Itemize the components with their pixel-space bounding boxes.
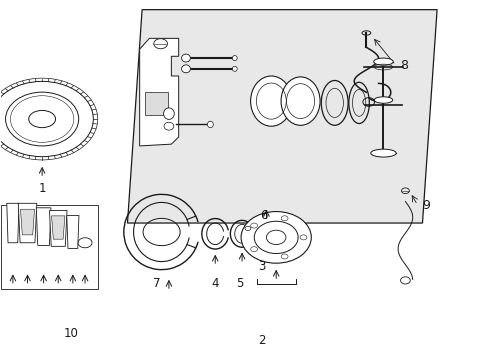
Text: 3: 3 bbox=[257, 260, 264, 273]
Ellipse shape bbox=[163, 108, 174, 120]
Text: 9: 9 bbox=[422, 199, 429, 212]
Circle shape bbox=[241, 212, 311, 263]
Text: 1: 1 bbox=[39, 182, 46, 195]
Circle shape bbox=[154, 39, 167, 49]
Polygon shape bbox=[67, 216, 79, 248]
Ellipse shape bbox=[181, 65, 190, 73]
Circle shape bbox=[250, 223, 257, 228]
Ellipse shape bbox=[250, 76, 291, 126]
Text: 2: 2 bbox=[257, 334, 265, 347]
Polygon shape bbox=[140, 39, 178, 146]
Circle shape bbox=[250, 247, 257, 252]
Polygon shape bbox=[49, 211, 67, 246]
Polygon shape bbox=[51, 216, 65, 239]
Text: 7: 7 bbox=[153, 277, 160, 290]
Text: 5: 5 bbox=[235, 277, 243, 290]
Text: 10: 10 bbox=[64, 327, 79, 340]
Ellipse shape bbox=[78, 238, 92, 248]
Ellipse shape bbox=[181, 54, 190, 62]
Ellipse shape bbox=[29, 111, 56, 128]
Bar bbox=[144, 92, 167, 116]
Ellipse shape bbox=[163, 122, 173, 130]
Text: 6: 6 bbox=[260, 209, 267, 222]
Ellipse shape bbox=[370, 149, 395, 157]
Circle shape bbox=[281, 216, 287, 221]
Text: 4: 4 bbox=[211, 277, 219, 290]
Polygon shape bbox=[18, 203, 37, 243]
Ellipse shape bbox=[232, 66, 237, 71]
Circle shape bbox=[281, 254, 287, 259]
Text: 8: 8 bbox=[400, 59, 407, 72]
Circle shape bbox=[300, 235, 306, 240]
Ellipse shape bbox=[373, 97, 392, 103]
Polygon shape bbox=[127, 10, 436, 223]
Ellipse shape bbox=[232, 55, 237, 60]
Bar bbox=[0, 205, 98, 289]
Polygon shape bbox=[36, 208, 51, 246]
Ellipse shape bbox=[373, 58, 392, 65]
Circle shape bbox=[266, 230, 285, 244]
Polygon shape bbox=[20, 209, 35, 235]
Polygon shape bbox=[7, 203, 19, 243]
Ellipse shape bbox=[281, 77, 320, 125]
Ellipse shape bbox=[207, 121, 213, 128]
